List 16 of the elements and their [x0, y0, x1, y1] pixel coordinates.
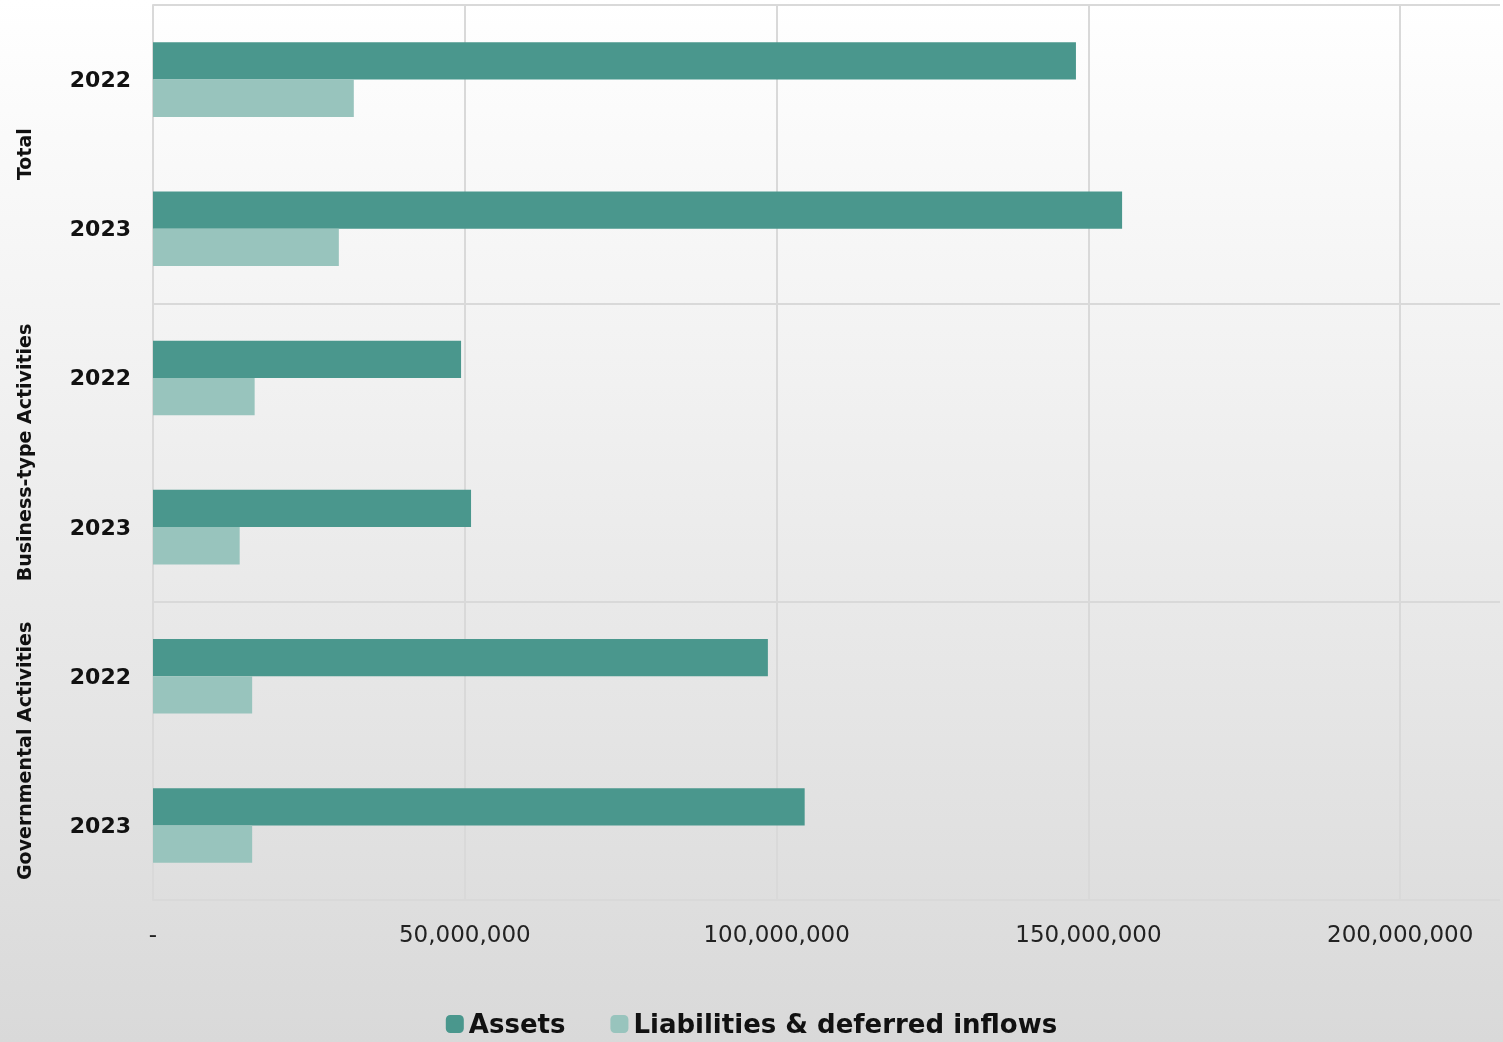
y-tick-label: 2022: [69, 365, 131, 391]
y-tick-label: 2022: [69, 663, 131, 689]
y-tick-label: 2023: [69, 216, 131, 242]
x-tick-label: -: [148, 920, 158, 947]
x-tick-label: 50,000,000: [398, 920, 531, 947]
text: Total: [12, 128, 35, 181]
x-tick-label: 150,000,000: [1015, 920, 1162, 947]
x-tick-label: 100,000,000: [703, 920, 850, 947]
text: Governmental Activities: [12, 621, 35, 880]
text: Business-type Activities: [12, 323, 35, 582]
x-tick-label: 200,000,000: [1327, 920, 1474, 947]
legend-label: Assets: [468, 1009, 566, 1039]
y-tick-label: 2023: [69, 812, 131, 838]
y-tick-label: 2023: [69, 514, 131, 540]
y-tick-label: 2022: [69, 67, 131, 93]
legend-label: Liabilities & deferred inflows: [633, 1009, 1058, 1039]
